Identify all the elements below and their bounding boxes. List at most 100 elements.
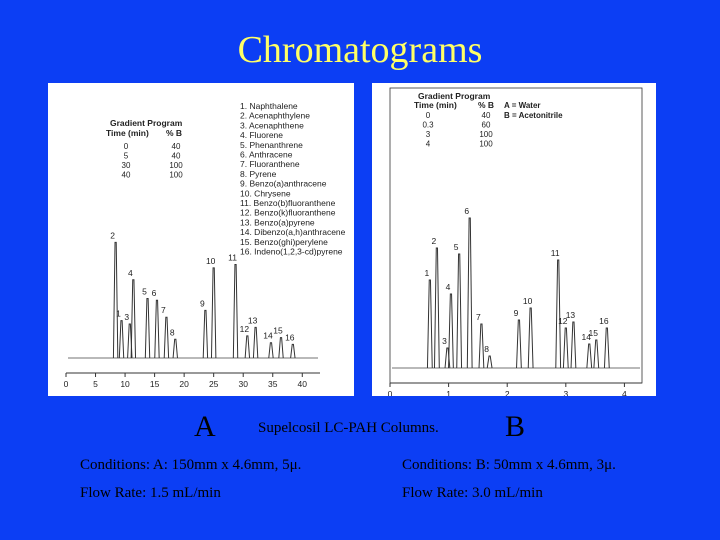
chart-a-peak-2: [112, 241, 119, 359]
chart-a-peak-13: [252, 326, 259, 359]
chart-a-peak-label-8: 8: [170, 327, 175, 337]
chart-b-peak-2: [433, 247, 440, 369]
gradient-a-row-pctb-1: 40: [172, 152, 181, 161]
chart-a-peak-label-1: 1: [116, 309, 121, 319]
compound-16: 16. Indeno(1,2,3-cd)pyrene: [240, 247, 343, 257]
chart-a-peak-15: [278, 337, 284, 359]
chart-a-peak-11: [232, 264, 239, 359]
gradient-b-row-pctb-0: 40: [482, 111, 491, 120]
chart-b-peak-label-4: 4: [446, 282, 451, 292]
chart-a-peak-label-10: 10: [206, 256, 216, 266]
chart-a-peak-label-4: 4: [128, 268, 133, 278]
gradient-title-b: Gradient Program: [418, 91, 491, 101]
gradient-b-row-time-3: 4: [426, 140, 431, 149]
chart-b-peak-label-6: 6: [464, 206, 469, 216]
chart-a-peak-label-16: 16: [285, 332, 295, 342]
slide-title: Chromatograms: [237, 29, 483, 71]
compound-4: 4. Fluorene: [240, 130, 283, 140]
chart-a-peak-label-2: 2: [110, 230, 115, 240]
chart-b-peak-label-7: 7: [476, 312, 481, 322]
chart-a-peak-5: [144, 298, 151, 359]
gradient-b-row-pctb-2: 100: [479, 130, 493, 139]
compound-10: 10. Chrysene: [240, 188, 291, 198]
gradient-b-row-pctb-1: 60: [482, 121, 491, 130]
chart-b-peak-7: [478, 323, 485, 369]
gradient-header-b-b: % B: [478, 100, 494, 110]
legend-water: A = Water: [504, 101, 541, 110]
chart-b-peak-label-10: 10: [523, 296, 533, 306]
chromatogram-b-panel: Gradient Program Time (min) % B A = Wate…: [372, 83, 656, 399]
gradient-b-row-time-0: 0: [426, 111, 431, 120]
chart-b-peak-label-16: 16: [599, 316, 609, 326]
label-b: B: [505, 410, 526, 443]
gradient-a-row-pctb-0: 40: [172, 142, 181, 151]
chart-a-peak-9: [202, 309, 209, 359]
chart-a-peak-6: [154, 299, 160, 359]
label-a: A: [194, 410, 216, 443]
chart-a-x-tick-label-0: 0: [64, 379, 69, 389]
compound-3: 3. Acenaphthene: [240, 120, 304, 130]
chart-b-peak-label-13: 13: [566, 310, 576, 320]
compound-7: 7. Fluoranthene: [240, 159, 300, 169]
chart-a-x-tick-label-7: 35: [268, 379, 278, 389]
chart-b-peak-11: [555, 259, 562, 369]
chromatogram-a-panel: Gradient Program Time (min) % B 0 40 5 40 30…: [48, 83, 354, 396]
chart-b-peak-label-2: 2: [432, 236, 437, 246]
gradient-a-row-pctb-2: 100: [169, 161, 183, 170]
chart-b-x-tick-label-1: 1: [446, 389, 451, 396]
chart-b-x-tick-label-2: 2: [505, 389, 510, 396]
compound-14: 14. Dibenzo(a,h)anthracene: [240, 227, 346, 237]
gradient-header-b-a: % B: [166, 128, 182, 138]
chart-b-peak-13: [570, 321, 577, 369]
gradient-a-row-time-3: 40: [122, 171, 131, 180]
chart-a-peak-label-14: 14: [263, 331, 273, 341]
chart-b-peak-8: [486, 355, 493, 369]
chart-a-peak-16: [290, 343, 296, 359]
legend-acetonitrile: B = Acetonitrile: [504, 111, 563, 120]
chart-b-peak-label-12: 12: [558, 316, 568, 326]
chart-a-peak-label-15: 15: [273, 326, 283, 336]
chart-a-peak-label-3: 3: [124, 312, 129, 322]
compound-9: 9. Benzo(a)anthracene: [240, 179, 327, 189]
chart-b-peak-label-15: 15: [589, 328, 599, 338]
compound-2: 2. Acenaphthylene: [240, 111, 310, 121]
chart-b-x-tick-label-4: 4: [622, 389, 627, 396]
chart-a-peak-label-12: 12: [240, 324, 250, 334]
chart-a-x-tick-label-8: 40: [298, 379, 308, 389]
chart-b-peak-label-9: 9: [514, 308, 519, 318]
chart-b-peak-label-3: 3: [442, 336, 447, 346]
chart-a-x-tick-label-4: 20: [179, 379, 189, 389]
chart-a-x-tick-label-2: 10: [120, 379, 130, 389]
chart-b-peak-15: [593, 339, 600, 369]
chart-a-peak-label-9: 9: [200, 298, 205, 308]
column-note: Supelcosil LC-PAH Columns.: [258, 420, 439, 436]
chart-b-peak-4: [448, 293, 454, 369]
gradient-a-row-time-0: 0: [124, 142, 129, 151]
flow-rate-b: Flow Rate: 3.0 mL/min: [402, 485, 543, 501]
flow-rate-a: Flow Rate: 1.5 mL/min: [80, 485, 221, 501]
gradient-header-time-a: Time (min): [106, 128, 149, 138]
chromatogram-a: Gradient Program Time (min) % B 0 405 4030…: [64, 101, 346, 389]
gradient-b-row-time-2: 3: [426, 130, 431, 139]
chart-b-peak-5: [456, 253, 463, 369]
chart-a-peak-14: [268, 342, 274, 359]
gradient-a-row-time-2: 30: [122, 161, 131, 170]
compound-12: 12. Benzo(k)fluoranthene: [240, 208, 336, 218]
gradient-header-time-b: Time (min): [414, 100, 457, 110]
chart-a-peak-12: [244, 335, 251, 359]
chart-a-x-tick-label-6: 30: [238, 379, 248, 389]
chart-b-peak-label-11: 11: [551, 248, 560, 258]
compound-11: 11. Benzo(b)fluoranthene: [240, 198, 336, 208]
chart-b-x-tick-label-0: 0: [388, 389, 393, 396]
conditions-a: Conditions: A: 150mm x 4.6mm, 5μ.: [80, 457, 302, 473]
chart-b-peak-12: [562, 327, 569, 369]
gradient-title-a: Gradient Program: [110, 118, 183, 128]
chart-a-peak-label-5: 5: [142, 287, 147, 297]
gradient-b-row-pctb-3: 100: [479, 140, 493, 149]
compound-6: 6. Anthracene: [240, 150, 293, 160]
chart-a-x-tick-label-3: 15: [150, 379, 160, 389]
conditions-b: Conditions: B: 50mm x 4.6mm, 3μ.: [402, 457, 616, 473]
gradient-a-row-time-1: 5: [124, 152, 129, 161]
chart-a-x-tick-label-5: 25: [209, 379, 219, 389]
chart-b-peak-9: [516, 319, 522, 369]
